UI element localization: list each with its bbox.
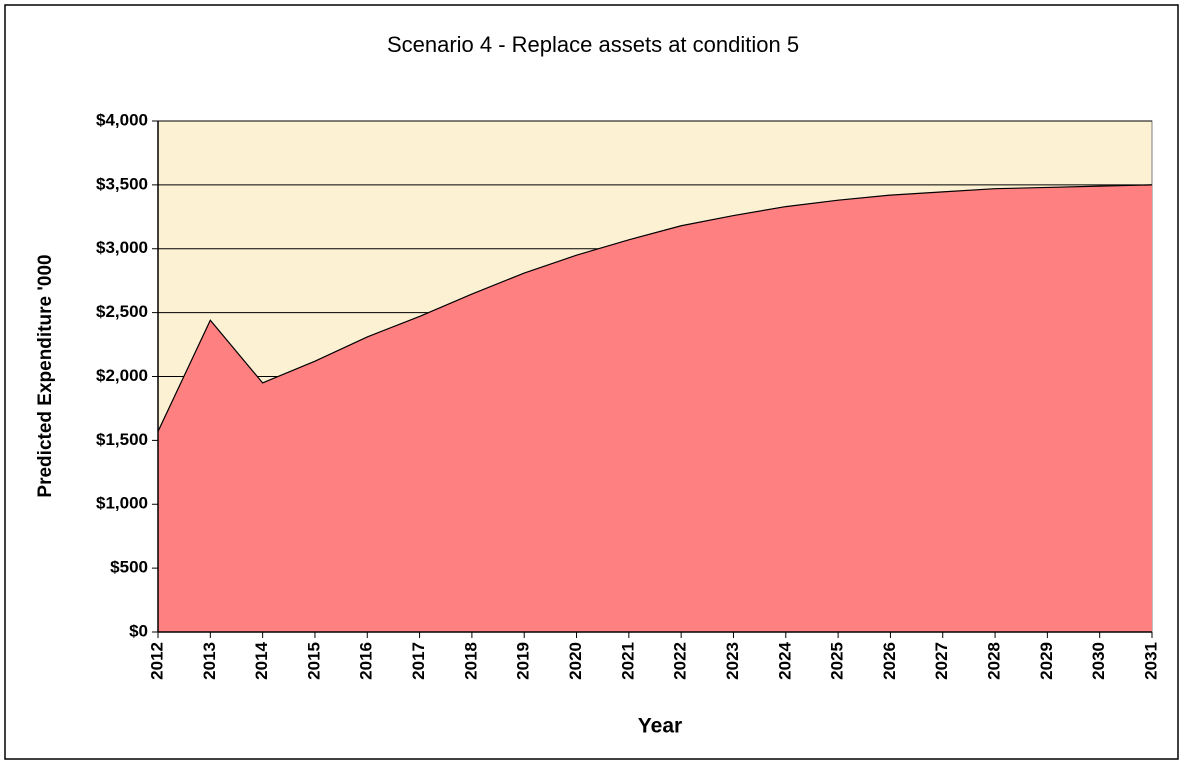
x-tick-label: 2020: [566, 642, 585, 680]
x-tick-label: 2012: [147, 642, 166, 680]
y-axis-label: Predicted Expenditure '000: [35, 254, 56, 497]
area-outline: [157, 184, 1153, 432]
chart-title: Scenario 4 - Replace assets at condition…: [387, 32, 799, 57]
x-tick-label: 2016: [357, 642, 376, 680]
y-tick-label: $0: [129, 621, 148, 640]
x-tick-label: 2022: [671, 642, 690, 680]
area: [158, 184, 1152, 632]
x-tick-label: 2021: [618, 642, 637, 680]
x-tick-label: 2024: [775, 641, 794, 679]
x-axis-label: Year: [638, 715, 682, 738]
x-tick-label: 2023: [723, 642, 742, 680]
y-tick-label: $500: [110, 558, 148, 577]
x-tick-label: 2026: [880, 642, 899, 680]
x-tick-label: 2025: [828, 642, 847, 680]
x-tick-label: 2029: [1037, 642, 1056, 680]
x-tick-label: 2017: [409, 642, 428, 680]
y-tick-label: $2,000: [96, 366, 148, 385]
x-tick-label: 2015: [304, 642, 323, 680]
x-tick-label: 2018: [461, 642, 480, 680]
x-tick-label: 2027: [932, 642, 951, 680]
x-tick-label: 2019: [514, 642, 533, 680]
x-tick-label: 2031: [1141, 642, 1160, 680]
y-tick-label: $4,000: [96, 110, 148, 129]
y-tick-label: $1,000: [96, 494, 148, 513]
x-tick-label: 2028: [985, 642, 1004, 680]
x-tick-label: 2013: [200, 642, 219, 680]
x-tick-label: 2030: [1089, 642, 1108, 680]
y-tick-label: $1,500: [96, 430, 148, 449]
y-tick-label: $3,500: [96, 174, 148, 193]
x-tick-label: 2014: [252, 641, 271, 679]
y-tick-label: $2,500: [96, 302, 148, 321]
y-tick-label: $3,000: [96, 238, 148, 257]
